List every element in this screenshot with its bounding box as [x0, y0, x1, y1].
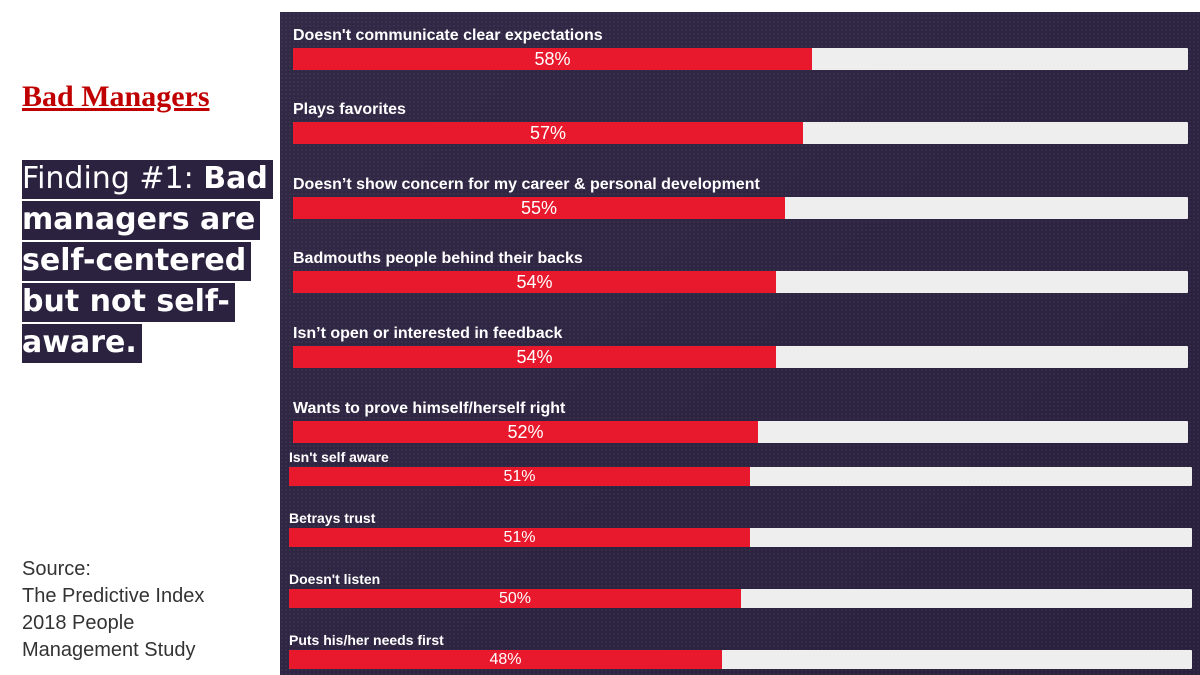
bar-track: 48%: [289, 650, 1192, 669]
bar-category-label: Doesn’t show concern for my career & per…: [293, 176, 760, 193]
bar-value-label: 58%: [534, 49, 571, 69]
bar-track: 54%: [293, 271, 1188, 293]
bar-category-label: Doesn't communicate clear expectations: [293, 27, 603, 44]
bar-value-label: 57%: [529, 123, 567, 143]
source-line: Source:: [22, 558, 91, 580]
bar-category-label: Isn't self aware: [289, 449, 389, 465]
bar-fill: [293, 271, 776, 293]
finding-lead: Finding #1:: [22, 161, 204, 196]
source-line: Management Study: [22, 639, 196, 661]
bar-track: 54%: [293, 346, 1188, 368]
bar-value-label: 54%: [516, 272, 553, 292]
finding-heading: Finding #1: Bad managers are self-center…: [22, 158, 284, 363]
bar-category-label: Isn’t open or interested in feedback: [293, 325, 563, 342]
bar-fill: [293, 421, 758, 443]
bar-category-label: Wants to prove himself/herself right: [293, 400, 566, 417]
bar-category-label: Betrays trust: [289, 510, 376, 526]
bar-fill: [289, 467, 750, 486]
finding-bold: Bad managers are self-centered but not s…: [22, 161, 268, 360]
bar-row: Betrays trust 51%: [289, 509, 1192, 547]
bar-fill: [293, 197, 785, 219]
bar-row: Wants to prove himself/herself right 52%: [293, 397, 1188, 443]
slide-title: Bad Managers: [22, 80, 210, 113]
bar-fill: [293, 122, 803, 144]
source-citation: Source: The Predictive Index 2018 People…: [22, 556, 262, 664]
bar-row: Badmouths people behind their backs 54%: [293, 247, 1188, 293]
bar-track: 51%: [289, 467, 1192, 486]
bar-value-label: 52%: [507, 422, 544, 442]
bar-value-label: 48%: [489, 651, 522, 668]
bar-fill: [289, 650, 722, 669]
bar-track: 55%: [293, 197, 1188, 219]
bar-fill: [289, 528, 750, 547]
bar-category-label: Doesn't listen: [289, 571, 381, 587]
bar-track: 51%: [289, 528, 1192, 547]
bar-track: 50%: [289, 589, 1192, 608]
bar-row: Doesn’t show concern for my career & per…: [293, 173, 1188, 219]
source-line: The Predictive Index: [22, 585, 205, 607]
bar-value-label: 50%: [498, 590, 532, 607]
bar-value-label: 51%: [503, 468, 536, 485]
bar-row: Isn’t open or interested in feedback 54%: [293, 322, 1188, 368]
bar-track: 57%: [293, 122, 1188, 144]
bar-category-label: Badmouths people behind their backs: [293, 250, 583, 267]
bar-row: Puts his/her needs first 48%: [289, 631, 1192, 669]
bar-category-label: Puts his/her needs first: [289, 632, 444, 648]
bar-track: 52%: [293, 421, 1188, 443]
bar-row: Plays favorites 57%: [293, 98, 1188, 144]
bar-value-label: 54%: [516, 347, 553, 367]
bar-row: Doesn't listen 50%: [289, 570, 1192, 608]
bar-fill: [293, 48, 812, 70]
bar-fill: [289, 589, 741, 608]
bar-fill: [293, 346, 776, 368]
bar-value-label: 55%: [520, 198, 558, 218]
bar-row: Doesn't communicate clear expectations 58…: [293, 24, 1188, 70]
bar-row: Isn't self aware 51%: [289, 448, 1192, 486]
bar-track: 58%: [293, 48, 1188, 70]
bar-category-label: Plays favorites: [293, 101, 406, 118]
bar-value-label: 51%: [503, 529, 536, 546]
source-line: 2018 People: [22, 612, 135, 634]
bar-chart-panel: Doesn't communicate clear expectations 58…: [280, 12, 1200, 675]
